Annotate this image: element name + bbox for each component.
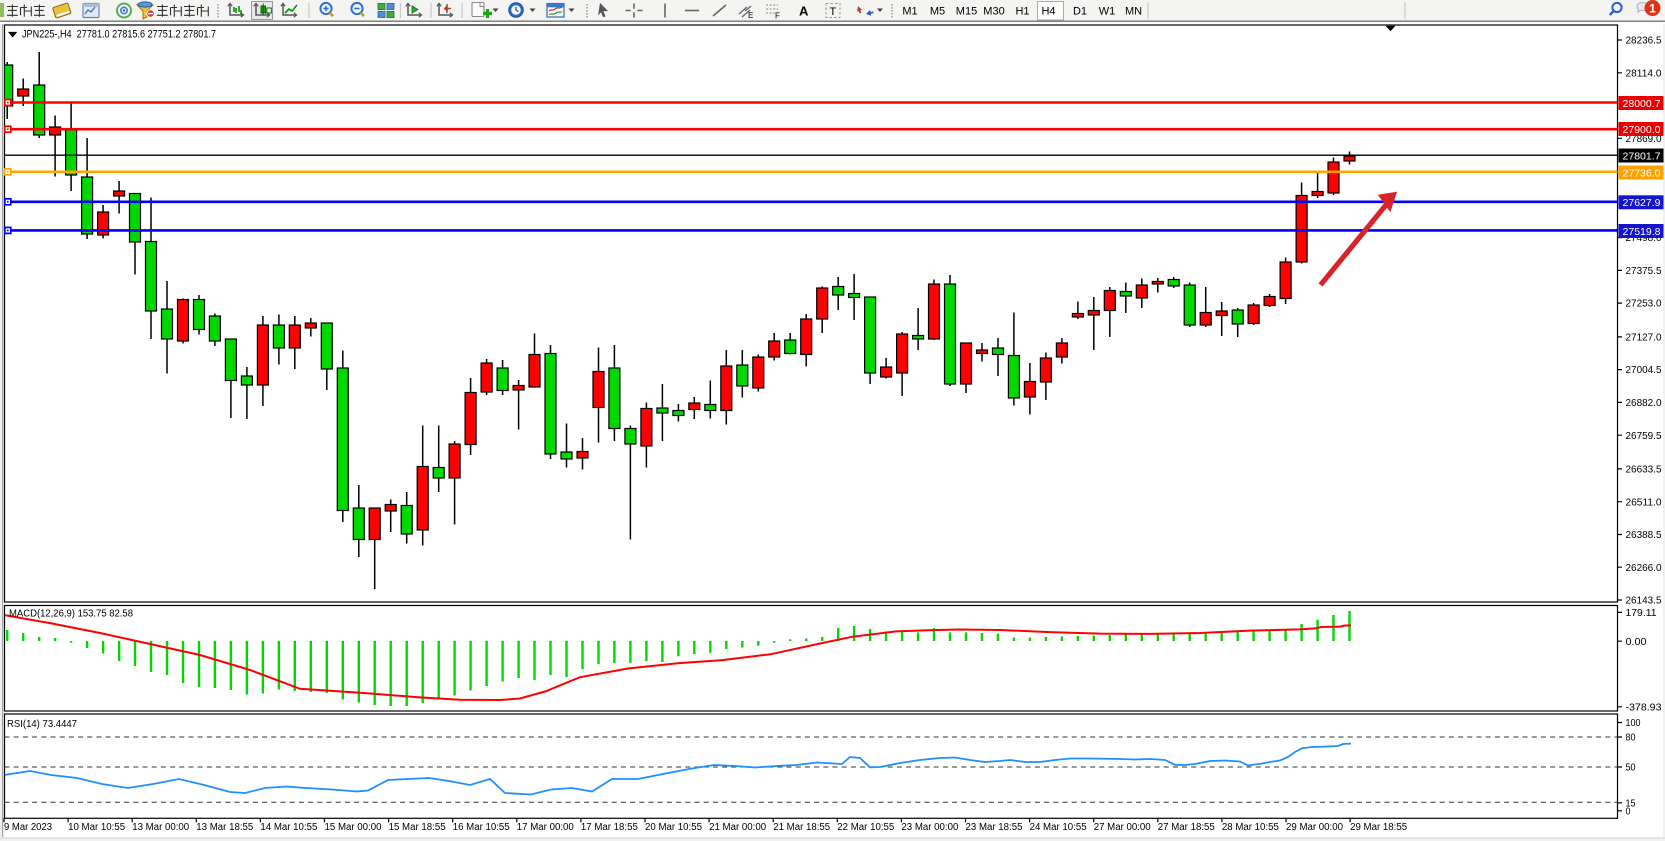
svg-text:14 Mar 10:55: 14 Mar 10:55 (260, 822, 317, 833)
svg-text:27127.0: 27127.0 (1626, 332, 1662, 344)
svg-text:80: 80 (1626, 732, 1636, 744)
svg-text:28236.5: 28236.5 (1626, 35, 1662, 47)
svg-text:F: F (775, 12, 780, 21)
svg-text:MN: MN (1125, 6, 1142, 18)
svg-text:26759.5: 26759.5 (1626, 430, 1662, 442)
svg-text:23 Mar 18:55: 23 Mar 18:55 (966, 822, 1023, 833)
svg-text:M15: M15 (956, 6, 977, 18)
svg-text:13 Mar 00:00: 13 Mar 00:00 (132, 822, 189, 833)
svg-text:10 Mar 10:55: 10 Mar 10:55 (68, 822, 125, 833)
svg-text:W1: W1 (1099, 6, 1116, 18)
svg-text:23 Mar 00:00: 23 Mar 00:00 (901, 822, 958, 833)
svg-text:13 Mar 18:55: 13 Mar 18:55 (196, 822, 253, 833)
svg-text:27519.8: 27519.8 (1623, 226, 1661, 238)
svg-text:15 Mar 18:55: 15 Mar 18:55 (389, 822, 446, 833)
svg-text:27 Mar 00:00: 27 Mar 00:00 (1094, 822, 1151, 833)
svg-text:27900.0: 27900.0 (1623, 124, 1661, 136)
svg-text:E: E (748, 11, 753, 20)
svg-text:M5: M5 (930, 6, 945, 18)
svg-text:28000.7: 28000.7 (1623, 98, 1661, 110)
svg-text:26633.5: 26633.5 (1626, 464, 1662, 476)
svg-text:179.11: 179.11 (1626, 607, 1657, 619)
svg-text:100: 100 (1626, 717, 1641, 729)
svg-text:H4: H4 (1041, 6, 1055, 18)
svg-text:MACD(12,26,9) 153.75 82.58: MACD(12,26,9) 153.75 82.58 (9, 609, 133, 620)
svg-text:27 Mar 18:55: 27 Mar 18:55 (1158, 822, 1215, 833)
svg-text:9 Mar 2023: 9 Mar 2023 (4, 822, 52, 833)
svg-text:D1: D1 (1073, 6, 1087, 18)
svg-text:RSI(14) 73.4447: RSI(14) 73.4447 (7, 719, 77, 730)
svg-text:17 Mar 00:00: 17 Mar 00:00 (517, 822, 574, 833)
svg-text:26388.5: 26388.5 (1626, 529, 1662, 541)
svg-text:JPN225-,H4 27781.0 27815.6 27: JPN225-,H4 27781.0 27815.6 27751.2 27801… (22, 29, 216, 41)
svg-text:27375.5: 27375.5 (1626, 265, 1662, 277)
svg-text:16 Mar 10:55: 16 Mar 10:55 (453, 822, 510, 833)
svg-text:28 Mar 10:55: 28 Mar 10:55 (1222, 822, 1279, 833)
svg-text:T: T (830, 6, 837, 18)
svg-text:26143.5: 26143.5 (1626, 595, 1662, 607)
svg-text:27627.9: 27627.9 (1623, 197, 1661, 209)
svg-text:28114.0: 28114.0 (1626, 67, 1662, 79)
svg-text:17 Mar 18:55: 17 Mar 18:55 (581, 822, 638, 833)
svg-text:26882.0: 26882.0 (1626, 397, 1662, 409)
svg-text:M1: M1 (902, 6, 917, 18)
svg-text:1: 1 (1649, 1, 1656, 15)
svg-text:27004.5: 27004.5 (1626, 364, 1662, 376)
svg-text:27253.0: 27253.0 (1626, 298, 1662, 310)
svg-text:50: 50 (1626, 762, 1636, 774)
svg-text:A: A (799, 4, 809, 19)
svg-text:27801.7: 27801.7 (1623, 150, 1661, 162)
svg-text:15 Mar 00:00: 15 Mar 00:00 (325, 822, 382, 833)
svg-text:21 Mar 00:00: 21 Mar 00:00 (709, 822, 766, 833)
svg-text:-378.93: -378.93 (1626, 701, 1662, 713)
svg-text:24 Mar 10:55: 24 Mar 10:55 (1030, 822, 1087, 833)
svg-text:20 Mar 10:55: 20 Mar 10:55 (645, 822, 702, 833)
svg-text:22 Mar 10:55: 22 Mar 10:55 (837, 822, 894, 833)
svg-text:27736.0: 27736.0 (1623, 167, 1661, 179)
svg-text:26511.0: 26511.0 (1626, 496, 1662, 508)
svg-text:0.00: 0.00 (1626, 636, 1647, 648)
svg-text:0: 0 (1626, 805, 1631, 817)
svg-text:15: 15 (1626, 797, 1636, 809)
svg-text:29 Mar 00:00: 29 Mar 00:00 (1286, 822, 1343, 833)
svg-text:21 Mar 18:55: 21 Mar 18:55 (773, 822, 830, 833)
svg-text:29 Mar 18:55: 29 Mar 18:55 (1350, 822, 1407, 833)
svg-text:H1: H1 (1015, 6, 1029, 18)
svg-text:M30: M30 (983, 6, 1004, 18)
svg-text:26266.0: 26266.0 (1626, 562, 1662, 574)
